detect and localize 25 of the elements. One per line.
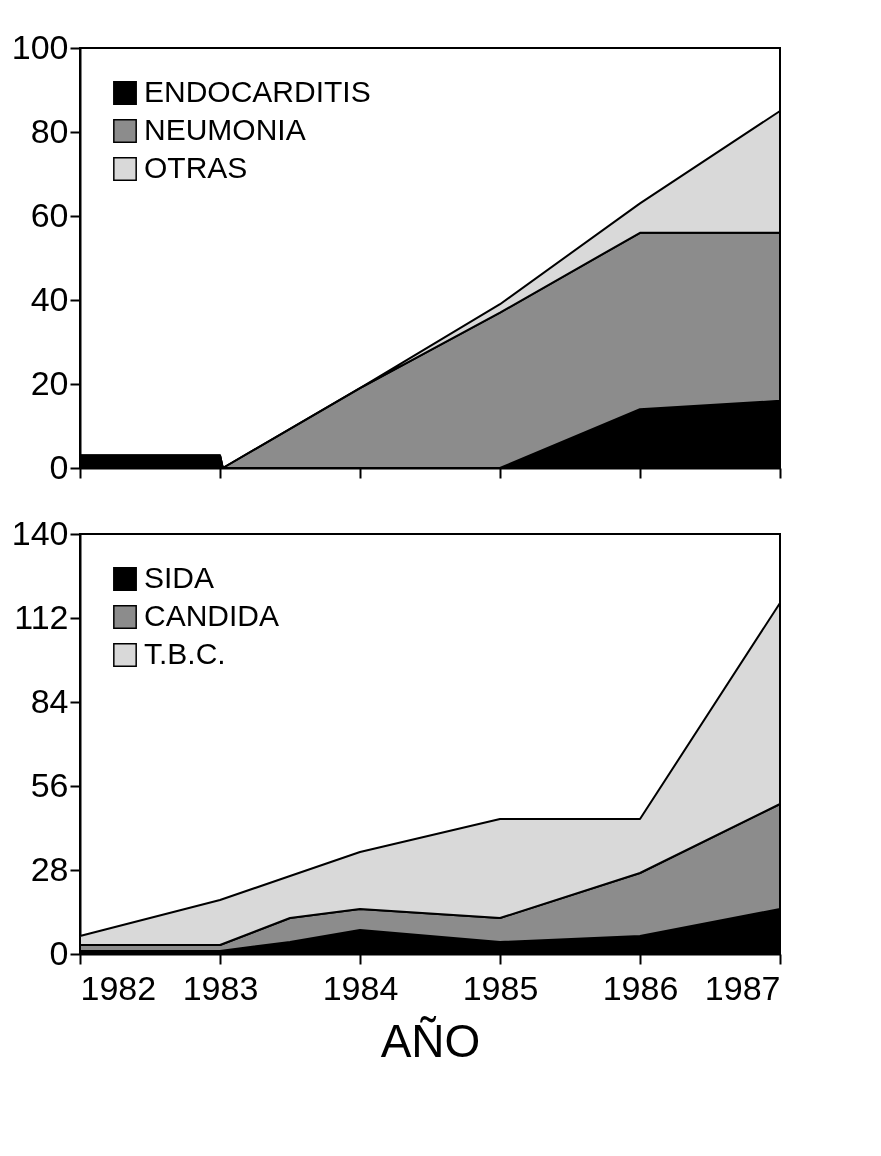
y-tick-label: 0 — [49, 447, 69, 486]
y-tick-label: 20 — [30, 363, 69, 402]
x-tick-label: 1987 — [704, 968, 781, 1007]
y-tick-label: 100 — [11, 27, 69, 66]
x-tick-label: 1984 — [322, 968, 399, 1007]
x-tick-label: 1982 — [80, 968, 157, 1007]
y-tick-label: 0 — [49, 933, 69, 972]
x-axis-title: AÑO — [380, 1014, 481, 1067]
y-tick-label: 80 — [30, 111, 69, 150]
legend-label: ENDOCARDITIS — [144, 75, 371, 108]
y-tick-label: 60 — [30, 195, 69, 234]
y-tick-label: 84 — [30, 681, 69, 720]
y-tick-label: 140 — [11, 513, 69, 552]
legend-label: T.B.C. — [144, 637, 226, 670]
y-tick-label: 56 — [30, 765, 69, 804]
x-tick-label: 1983 — [182, 968, 259, 1007]
legend-label: OTRAS — [144, 151, 248, 184]
x-tick-label: 1986 — [602, 968, 679, 1007]
x-tick-label: 1985 — [462, 968, 539, 1007]
legend-label: NEUMONIA — [144, 113, 306, 146]
y-tick-label: 112 — [14, 597, 69, 636]
y-tick-label: 28 — [30, 849, 69, 888]
legend-label: CANDIDA — [144, 599, 280, 632]
legend-label: SIDA — [144, 561, 215, 594]
y-tick-label: 40 — [30, 279, 69, 318]
